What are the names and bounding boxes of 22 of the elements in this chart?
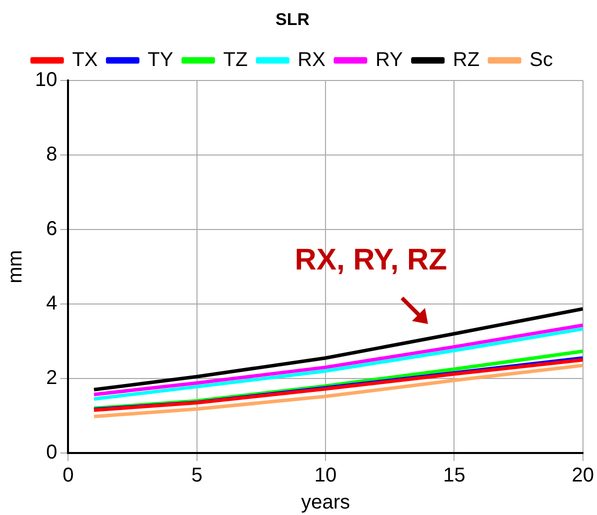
legend-label: TZ [223,48,248,71]
x-tick-label: 15 [443,464,466,487]
y-axis-title: mm [4,250,27,284]
legend-label: Sc [530,48,553,71]
y-tick-label: 10 [34,68,58,91]
legend-label: TX [72,48,98,71]
legend-label: TY [148,48,174,71]
x-tick-label: 0 [62,464,74,487]
legend-label: RX [298,48,326,71]
annotation: RX, RY, RZ [294,244,448,277]
x-tick-label: 5 [191,464,202,487]
y-tick-label: 4 [46,292,58,314]
x-tick-label: 20 [572,464,594,487]
y-tick-label: 6 [46,218,58,240]
y-tick-label: 2 [46,366,58,389]
x-axis-title: years [301,492,350,514]
legend-label: RZ [452,48,480,71]
chart-title: SLR [276,10,310,29]
legend-label: RY [375,48,403,71]
x-tick-label: 10 [314,464,337,487]
y-tick-label: 8 [46,143,58,166]
y-tick-label: 0 [46,442,58,464]
